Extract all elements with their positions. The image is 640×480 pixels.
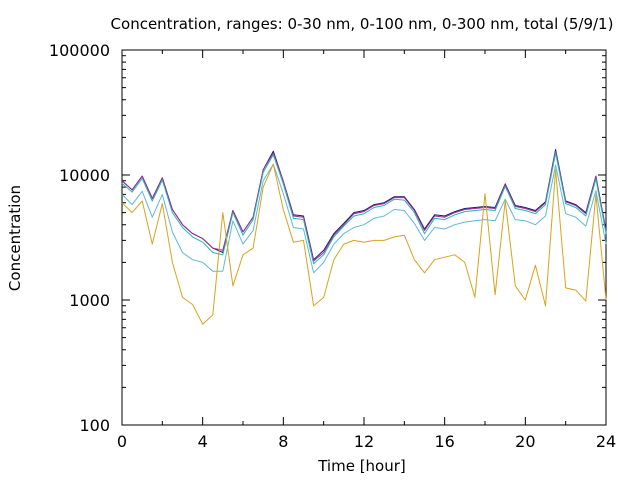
series-lines — [121, 149, 607, 325]
series-line-5 — [121, 163, 607, 325]
x-tick-label: 4 — [198, 432, 208, 451]
series-line-3 — [121, 152, 607, 265]
x-tick-label: 16 — [434, 432, 454, 451]
x-tick-label: 20 — [515, 432, 535, 451]
y-tick-label: 1000 — [69, 291, 110, 310]
chart-title: Concentration, ranges: 0-30 nm, 0-100 nm… — [111, 15, 614, 33]
x-tick-label: 24 — [596, 432, 616, 451]
y-tick-label: 10000 — [59, 166, 110, 185]
y-tick-label: 100 — [79, 416, 110, 435]
x-axis-label: Time [hour] — [317, 457, 406, 475]
series-line-1 — [121, 149, 607, 261]
x-tick-label: 8 — [278, 432, 288, 451]
series-line-4 — [121, 163, 607, 274]
x-tick-label: 0 — [117, 432, 127, 451]
x-tick-label: 12 — [354, 432, 374, 451]
axes-ticks: 0 4 8 12 16 20 24 100 1000 10000 100000 — [49, 41, 616, 451]
series-line-2 — [121, 150, 607, 262]
y-tick-label: 100000 — [49, 41, 110, 60]
y-axis-label: Concentration — [6, 185, 24, 291]
